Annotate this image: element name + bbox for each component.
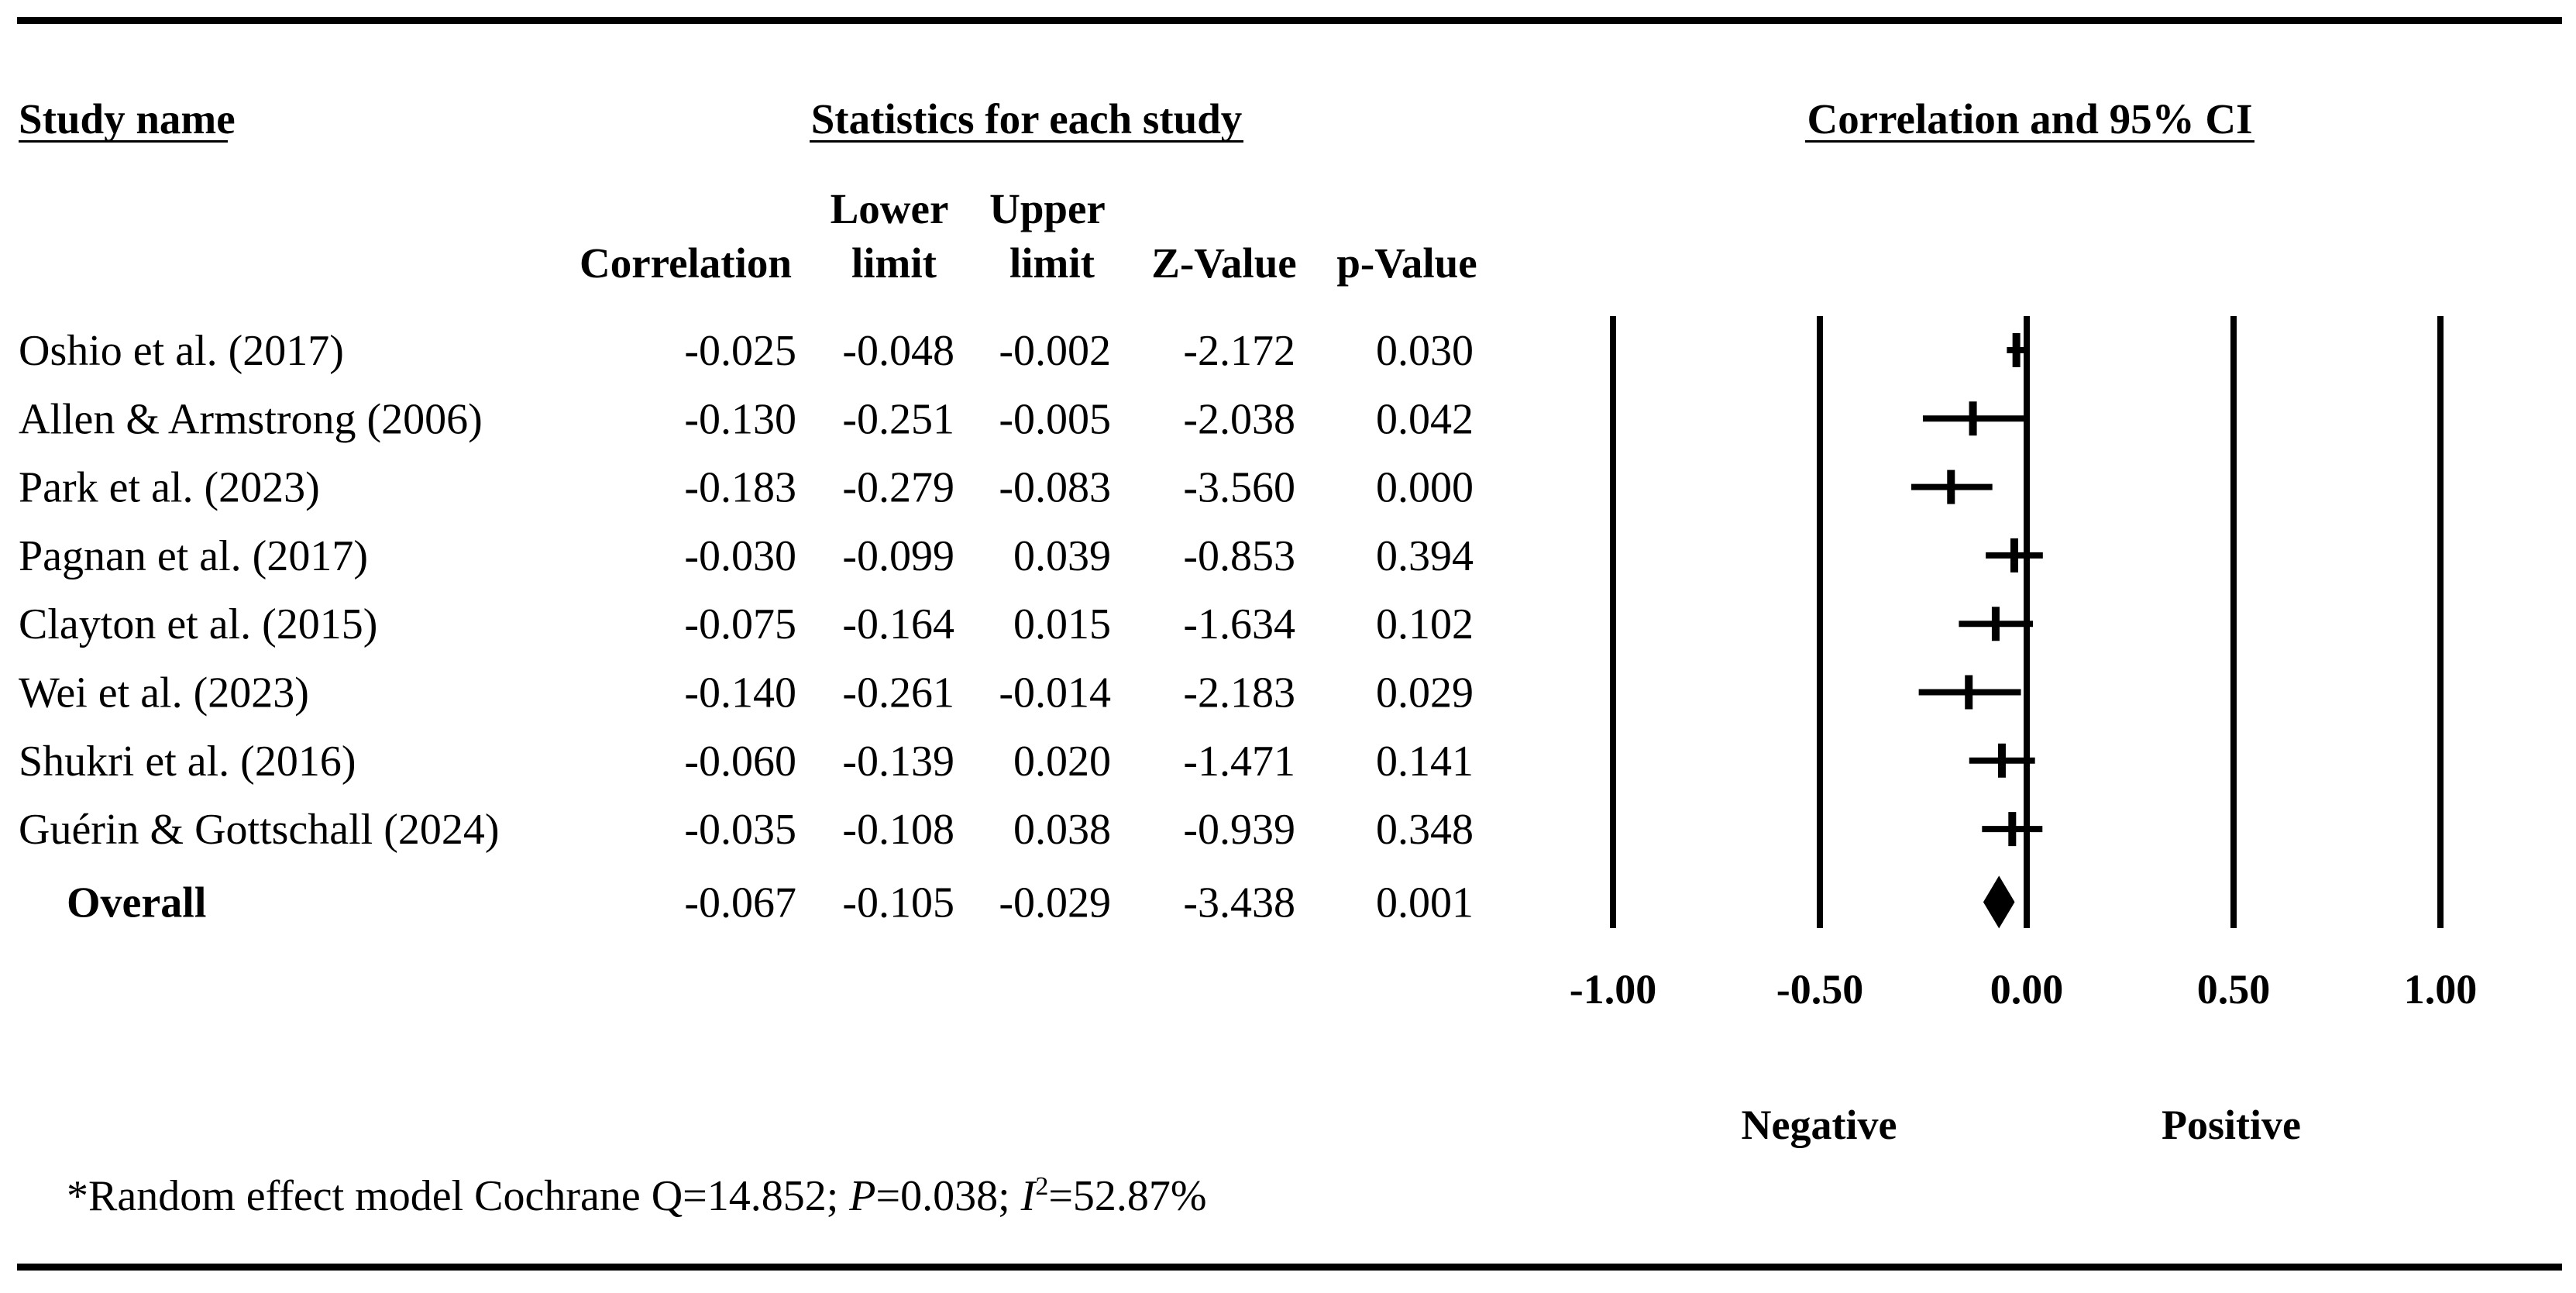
cell-z: -2.038: [1183, 395, 1295, 443]
statistics-underline: [810, 140, 1243, 143]
study-name: Clayton et al. (2015): [19, 600, 377, 648]
study-name: Wei et al. (2023): [19, 669, 309, 717]
plot-title: Correlation and 95% CI: [1807, 95, 2253, 143]
cell-upper: 0.038: [1013, 806, 1111, 854]
col-header-lower-1: Lower: [831, 185, 949, 232]
cell-lower: -0.099: [842, 532, 954, 580]
cell-correlation: -0.035: [684, 806, 796, 854]
overall-row: Overall -0.067 -0.105 -0.029 -3.438 0.001: [67, 879, 1474, 927]
overall-diamond: [1983, 875, 2015, 929]
cell-z: -0.853: [1183, 532, 1295, 580]
cell-correlation: -0.075: [684, 600, 796, 648]
cell-z: -0.939: [1183, 806, 1295, 854]
statistics-header: Statistics for each study: [811, 95, 1243, 143]
cell-lower: -0.251: [842, 395, 954, 443]
x-tick-label: 1.00: [2404, 966, 2478, 1013]
study-name: Oshio et al. (2017): [19, 327, 344, 375]
cell-p: 0.141: [1376, 738, 1474, 786]
cell-upper: 0.020: [1013, 738, 1111, 786]
study-name: Park et al. (2023): [19, 464, 320, 512]
study-name-underline: [19, 140, 228, 143]
col-header-upper-1: Upper: [989, 185, 1106, 232]
cell-upper: 0.015: [1013, 600, 1111, 648]
cell-upper: -0.002: [999, 327, 1111, 375]
table-row: Allen & Armstrong (2006) -0.130 -0.251 -0.0…: [19, 395, 1474, 443]
cell-correlation: -0.067: [684, 879, 796, 927]
cell-z: -1.471: [1183, 738, 1295, 786]
cell-correlation: -0.130: [684, 395, 796, 443]
cell-p: 0.029: [1376, 669, 1474, 717]
x-tick-label: 0.50: [2197, 966, 2271, 1013]
cell-p: 0.001: [1376, 879, 1474, 927]
cell-upper: -0.083: [999, 464, 1111, 512]
cell-lower: -0.261: [842, 669, 954, 717]
cell-correlation: -0.140: [684, 669, 796, 717]
cell-p: 0.000: [1376, 464, 1474, 512]
footnote: *Random effect model Cochrane Q=14.852; …: [67, 1172, 1207, 1220]
cell-z: -3.438: [1183, 879, 1295, 927]
cell-z: -3.560: [1183, 464, 1295, 512]
cell-correlation: -0.060: [684, 738, 796, 786]
cell-correlation: -0.030: [684, 532, 796, 580]
cell-p: 0.030: [1376, 327, 1474, 375]
bottom-rule: [17, 1264, 2562, 1271]
cell-p: 0.042: [1376, 395, 1474, 443]
cell-lower: -0.279: [842, 464, 954, 512]
col-header-upper-2: limit: [1009, 239, 1095, 287]
cell-p: 0.394: [1376, 532, 1474, 580]
table-row: Oshio et al. (2017) -0.025 -0.048 -0.002 -2.…: [19, 327, 1474, 375]
col-header-lower-2: limit: [851, 239, 937, 287]
study-table: Oshio et al. (2017) -0.025 -0.048 -0.002 -2.…: [19, 327, 1474, 927]
cell-lower: -0.108: [842, 806, 954, 854]
col-header-correlation: Correlation: [580, 239, 792, 287]
cell-z: -2.172: [1183, 327, 1295, 375]
cell-z: -1.634: [1183, 600, 1295, 648]
cell-upper: -0.005: [999, 395, 1111, 443]
cell-upper: -0.014: [999, 669, 1111, 717]
x-tick-label: -0.50: [1776, 966, 1863, 1013]
cell-upper: -0.029: [999, 879, 1111, 927]
col-header-p: p-Value: [1336, 239, 1477, 287]
x-tick-label: -1.00: [1570, 966, 1656, 1013]
study-name: Shukri et al. (2016): [19, 738, 356, 786]
cell-upper: 0.039: [1013, 532, 1111, 580]
table-row: Pagnan et al. (2017) -0.030 -0.099 0.039 -0.…: [19, 532, 1474, 580]
plot-area: -1.00 -0.50 0.00 0.50 1.00: [1570, 316, 2477, 1013]
cell-correlation: -0.183: [684, 464, 796, 512]
negative-label: Negative: [1742, 1102, 1897, 1148]
cell-correlation: -0.025: [684, 327, 796, 375]
col-header-z: Z-Value: [1151, 239, 1296, 287]
table-row: Park et al. (2023) -0.183 -0.279 -0.083 -3.5…: [19, 464, 1474, 512]
table-row: Guérin & Gottschall (2024) -0.035 -0.108 0.…: [19, 806, 1474, 854]
cell-lower: -0.164: [842, 600, 954, 648]
study-name: Guérin & Gottschall (2024): [19, 806, 500, 854]
top-rule: [17, 17, 2562, 24]
table-row: Wei et al. (2023) -0.140 -0.261 -0.014 -2.18…: [19, 669, 1474, 717]
cell-p: 0.348: [1376, 806, 1474, 854]
cell-p: 0.102: [1376, 600, 1474, 648]
study-name: Pagnan et al. (2017): [19, 532, 368, 580]
study-name: Allen & Armstrong (2006): [19, 395, 483, 443]
cell-lower: -0.048: [842, 327, 954, 375]
x-tick-label: 0.00: [1990, 966, 2064, 1013]
cell-lower: -0.139: [842, 738, 954, 786]
table-row: Shukri et al. (2016) -0.060 -0.139 0.020 -1.…: [19, 738, 1474, 786]
positive-label: Positive: [2162, 1102, 2301, 1148]
plot-title-underline: [1805, 140, 2254, 143]
table-row: Clayton et al. (2015) -0.075 -0.164 0.015 -1…: [19, 600, 1474, 648]
cell-z: -2.183: [1183, 669, 1295, 717]
study-name-header: Study name: [19, 95, 236, 143]
cell-lower: -0.105: [842, 879, 954, 927]
study-name: Overall: [67, 879, 206, 927]
